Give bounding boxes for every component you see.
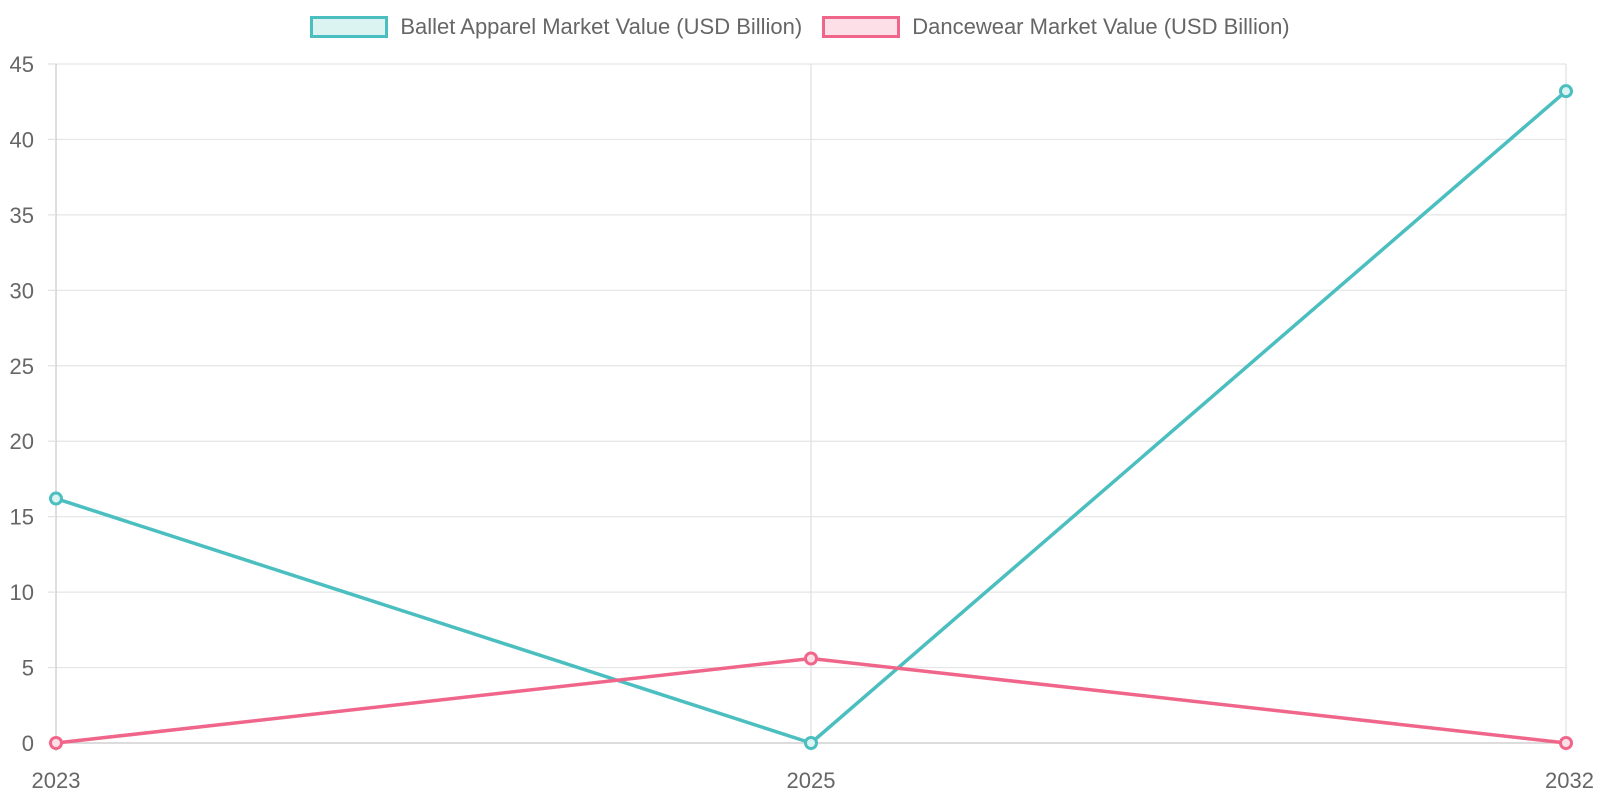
grid-lines xyxy=(55,63,1567,751)
data-point[interactable] xyxy=(804,651,818,666)
y-tick-label: 40 xyxy=(10,127,34,152)
y-tick-label: 5 xyxy=(22,656,34,681)
y-tick-label: 10 xyxy=(10,580,34,605)
x-tick-label: 2025 xyxy=(787,768,836,793)
legend-item-ballet-apparel[interactable]: Ballet Apparel Market Value (USD Billion… xyxy=(310,14,802,40)
data-point[interactable] xyxy=(1559,736,1573,750)
y-tick-label: 35 xyxy=(10,203,34,228)
y-tick-label: 15 xyxy=(10,505,34,530)
x-tick-label: 2023 xyxy=(32,768,81,793)
data-points xyxy=(49,84,1573,750)
legend-swatch-dancewear xyxy=(822,16,901,38)
y-tick-label: 20 xyxy=(10,429,34,454)
data-point[interactable] xyxy=(49,491,63,506)
y-tick-label: 0 xyxy=(22,731,34,756)
y-tick-label: 45 xyxy=(10,52,34,77)
data-point[interactable] xyxy=(804,736,818,750)
y-tick-label: 30 xyxy=(10,278,34,303)
legend-swatch-ballet-apparel xyxy=(310,16,389,38)
legend-label-ballet-apparel: Ballet Apparel Market Value (USD Billion… xyxy=(400,14,803,39)
data-point[interactable] xyxy=(49,736,63,750)
chart-legend: Ballet Apparel Market Value (USD Billion… xyxy=(0,14,1600,40)
y-tick-label: 25 xyxy=(10,354,34,379)
legend-label-dancewear: Dancewear Market Value (USD Billion) xyxy=(912,14,1290,39)
x-tick-label: 2032 xyxy=(1545,768,1594,793)
data-point[interactable] xyxy=(1559,84,1573,99)
legend-item-dancewear[interactable]: Dancewear Market Value (USD Billion) xyxy=(822,14,1290,40)
